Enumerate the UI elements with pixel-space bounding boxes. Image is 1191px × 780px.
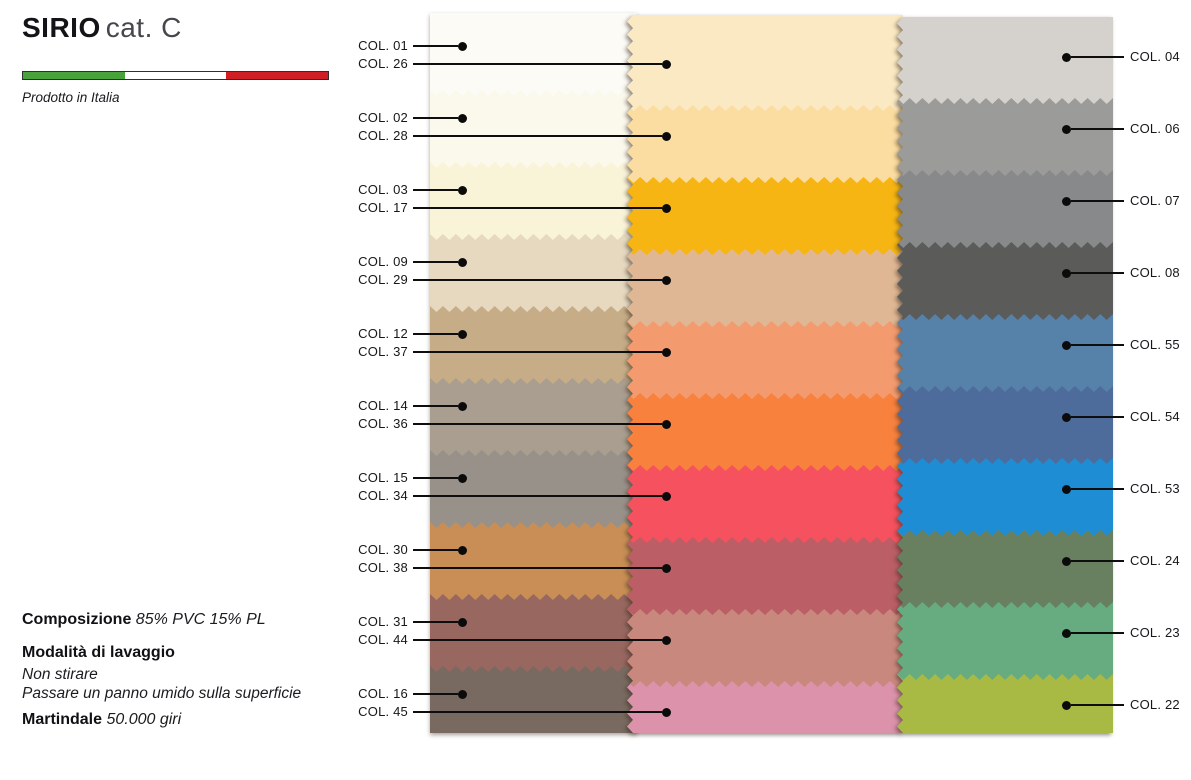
martindale-label: Martindale <box>22 711 103 728</box>
washing-label: Modalità di lavaggio <box>22 644 175 661</box>
swatch-fill <box>627 465 903 543</box>
swatch-col-54 <box>897 386 1113 458</box>
swatch-fill <box>897 98 1113 176</box>
washing-spec: Modalità di lavaggio Non stirare Passare… <box>22 644 301 703</box>
martindale-spec: Martindale 50.000 giri <box>22 711 181 729</box>
product-name: SIRIO <box>22 12 101 43</box>
martindale-value: 50.000 giri <box>106 711 182 728</box>
swatch-fill <box>897 674 1113 733</box>
swatch-fill <box>627 15 903 111</box>
swatch-fill <box>897 242 1113 320</box>
swatch-fill <box>897 170 1113 248</box>
swatch-col-45 <box>627 681 903 733</box>
swatch-col-12 <box>430 306 637 378</box>
swatch-col-38 <box>627 537 903 609</box>
swatch-fill <box>897 17 1113 104</box>
swatch-fill <box>430 234 637 312</box>
swatch-fill <box>430 594 637 672</box>
product-category: cat. C <box>105 12 182 43</box>
swatch-fill <box>897 458 1113 536</box>
swatch-fill <box>627 177 903 255</box>
swatch-col-28 <box>627 105 903 177</box>
swatch-col-23 <box>897 602 1113 674</box>
swatch-col-03 <box>430 162 637 234</box>
swatch-col-17 <box>627 177 903 249</box>
washing-instruction-2: Passare un panno umido sulla superficie <box>22 685 302 702</box>
origin-note: Prodotto in Italia <box>22 90 120 105</box>
swatch-column-left <box>430 13 637 733</box>
swatch-col-30 <box>430 522 637 594</box>
swatch-fill <box>897 386 1113 464</box>
swatch-col-26 <box>627 15 903 105</box>
swatch-fill <box>627 393 903 471</box>
swatch-col-37 <box>627 321 903 393</box>
composition-label: Composizione <box>22 611 132 628</box>
swatch-col-07 <box>897 170 1113 242</box>
swatch-col-09 <box>430 234 637 306</box>
swatch-fill <box>627 321 903 399</box>
swatch-col-16 <box>430 666 637 733</box>
swatch-col-02 <box>430 90 637 162</box>
swatch-col-15 <box>430 450 637 522</box>
swatch-col-36 <box>627 393 903 465</box>
swatch-col-06 <box>897 98 1113 170</box>
swatch-column-middle <box>627 15 903 733</box>
flag-stripe <box>23 72 125 79</box>
swatch-fill <box>897 530 1113 608</box>
swatch-fill <box>430 306 637 384</box>
swatch-fill <box>627 537 903 615</box>
swatch-fill <box>430 522 637 600</box>
flag-stripe <box>226 72 329 79</box>
swatch-col-01 <box>430 13 637 90</box>
swatch-col-53 <box>897 458 1113 530</box>
swatch-col-31 <box>430 594 637 666</box>
swatch-fill <box>627 609 903 687</box>
composition-spec: Composizione 85% PVC 15% PL <box>22 611 266 629</box>
swatch-col-22 <box>897 674 1113 733</box>
swatch-fill <box>430 90 637 168</box>
swatch-fill <box>897 314 1113 392</box>
swatch-col-14 <box>430 378 637 450</box>
swatch-col-04 <box>897 17 1113 98</box>
washing-instruction-1: Non stirare <box>22 666 98 683</box>
flag-stripe <box>124 72 227 79</box>
swatch-fill <box>627 249 903 327</box>
swatch-col-29 <box>627 249 903 321</box>
swatch-col-55 <box>897 314 1113 386</box>
swatch-fill <box>430 13 637 96</box>
swatch-fill <box>430 666 637 733</box>
swatch-fill <box>430 378 637 456</box>
swatch-col-44 <box>627 609 903 681</box>
swatch-fill <box>430 450 637 528</box>
composition-value: 85% PVC 15% PL <box>135 611 266 628</box>
swatch-col-24 <box>897 530 1113 602</box>
page-title: SIRIO cat. C <box>22 12 182 44</box>
swatch-fill <box>430 162 637 240</box>
swatch-fill <box>627 105 903 183</box>
italy-flag <box>22 71 329 80</box>
swatch-fill <box>627 681 903 733</box>
swatch-column-right <box>897 17 1113 733</box>
swatch-col-08 <box>897 242 1113 314</box>
swatch-col-34 <box>627 465 903 537</box>
swatch-fill <box>897 602 1113 680</box>
